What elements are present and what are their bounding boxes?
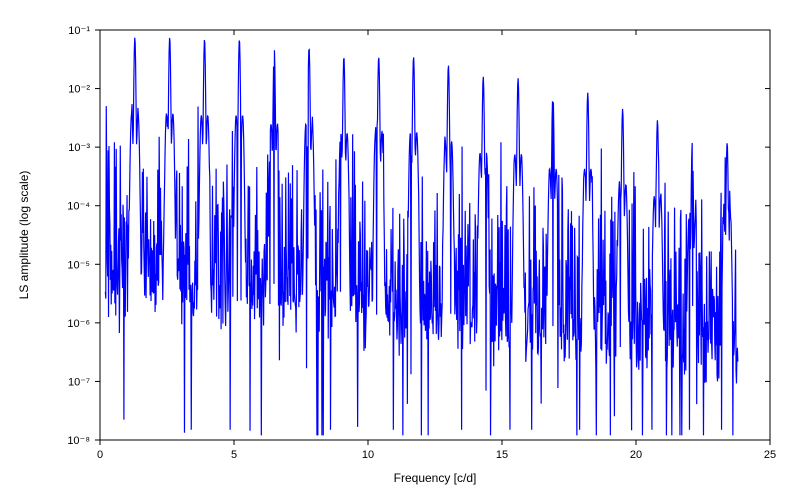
y-tick-label: 10⁻¹	[68, 25, 90, 37]
y-tick-label: 10⁻⁵	[67, 259, 90, 271]
y-tick-label: 10⁻⁸	[67, 435, 90, 447]
y-tick-label: 10⁻²	[68, 84, 90, 96]
x-tick-label: 25	[764, 449, 776, 461]
x-tick-label: 0	[97, 449, 103, 461]
y-tick-label: 10⁻⁷	[68, 376, 90, 388]
chart-container: 0 5 10 15 20 25 10⁻⁸ 10⁻⁷ 10⁻⁶ 10⁻⁵ 10⁻⁴ 10⁻³ 10⁻² 10…	[0, 0, 800, 500]
x-tick-label: 10	[362, 449, 374, 461]
spectrum-line	[105, 38, 737, 436]
y-axis-label: LS amplitude (log scale)	[17, 171, 31, 300]
x-tick-label: 15	[496, 449, 508, 461]
x-tick-label: 5	[231, 449, 237, 461]
x-axis-label: Frequency [c/d]	[394, 471, 477, 485]
x-tick-label: 20	[630, 449, 642, 461]
periodogram-chart: 0 5 10 15 20 25 10⁻⁸ 10⁻⁷ 10⁻⁶ 10⁻⁵ 10⁻⁴ 10⁻³ 10⁻² 10…	[0, 0, 800, 500]
y-tick-label: 10⁻³	[68, 142, 90, 154]
y-tick-label: 10⁻⁴	[67, 201, 90, 213]
y-tick-label: 10⁻⁶	[67, 318, 90, 330]
